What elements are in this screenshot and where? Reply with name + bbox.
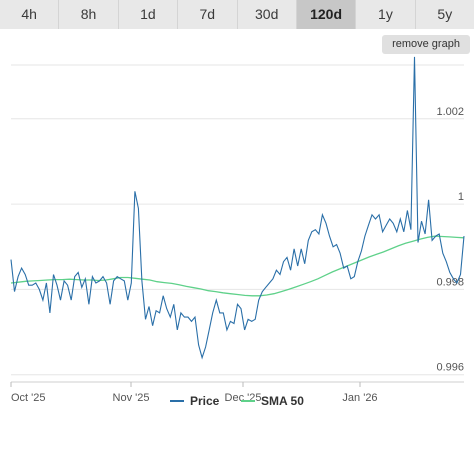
x-tick-label: Oct '25 bbox=[11, 392, 46, 404]
price-chart: Oct '25 Nov '25 Dec '25 Jan '26 0.996 0.998 1… bbox=[10, 56, 465, 408]
legend-item-price-label: Price bbox=[190, 394, 220, 408]
remove-graph-button[interactable]: remove graph bbox=[382, 35, 470, 54]
x-tick-label: Nov '25 bbox=[113, 392, 150, 404]
range-tab-120d[interactable]: 120d bbox=[296, 0, 357, 29]
range-tab-7d[interactable]: 7d bbox=[178, 0, 238, 29]
range-tab-4h[interactable]: 4h bbox=[0, 0, 60, 29]
series-line-sma-50 bbox=[10, 235, 465, 297]
x-tick-label: Dec '25 bbox=[225, 392, 262, 404]
range-tab-30d[interactable]: 30d bbox=[237, 0, 297, 29]
y-tick-label: 0.998 bbox=[436, 276, 464, 288]
legend-item-sma-50-label: SMA 50 bbox=[261, 394, 304, 408]
chart-legend: Price SMA 50 bbox=[170, 394, 304, 408]
series-line-price bbox=[10, 56, 465, 360]
range-tab-1y[interactable]: 1y bbox=[356, 0, 416, 29]
y-tick-label: 1.002 bbox=[436, 106, 464, 118]
y-tick-label: 0.996 bbox=[436, 362, 464, 374]
range-tab-5y[interactable]: 5y bbox=[415, 0, 474, 29]
chart-series bbox=[10, 56, 465, 360]
x-tick-label: Jan '26 bbox=[342, 392, 377, 404]
chart-grid bbox=[11, 64, 464, 383]
y-axis: 0.996 0.998 1 1.002 bbox=[436, 106, 464, 374]
range-tab-1d[interactable]: 1d bbox=[118, 0, 179, 29]
range-tab-8h[interactable]: 8h bbox=[59, 0, 119, 29]
y-tick-label: 1 bbox=[458, 191, 464, 203]
range-tabs: 4h 8h 1d 7d 30d 120d 1y 5y bbox=[0, 0, 474, 29]
